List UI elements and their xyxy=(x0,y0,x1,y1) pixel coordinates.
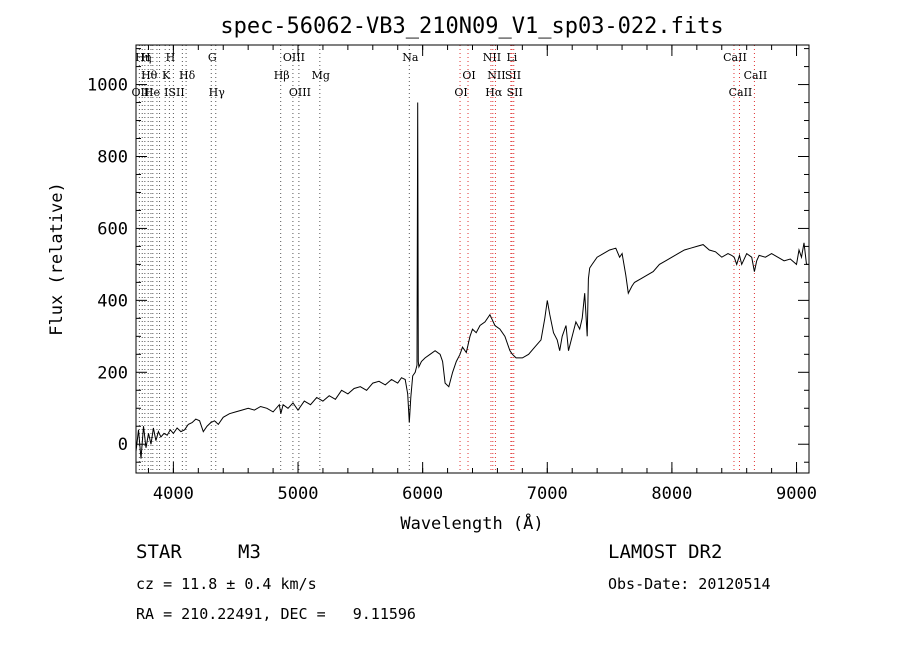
line-label: NII xyxy=(483,51,501,64)
line-label: Hγ xyxy=(209,86,226,99)
chart-title: spec-56062-VB3_210N09_V1_sp03-022.fits xyxy=(220,14,723,39)
x-axis: 4000 5000 6000 7000 8000 9000 xyxy=(147,45,817,504)
x-tick-label: 7000 xyxy=(527,484,568,504)
y-tick-label: 200 xyxy=(97,363,128,383)
plot-frame xyxy=(135,44,810,474)
line-label: G xyxy=(208,51,217,64)
line-label: Mg xyxy=(312,69,330,82)
line-label: OIII xyxy=(283,51,305,64)
x-axis-label: Wavelength (Å) xyxy=(400,512,543,534)
x-tick-label: 9000 xyxy=(776,484,817,504)
line-label: Hθ xyxy=(141,69,158,82)
coordinates: RA = 210.22491, DEC = 9.11596 xyxy=(136,605,416,623)
line-label: OI xyxy=(462,69,475,82)
obs-date: Obs-Date: 20120514 xyxy=(608,575,771,593)
survey-name: LAMOST DR2 xyxy=(608,541,723,563)
line-label: CaII xyxy=(744,69,768,82)
line-label: K xyxy=(162,69,171,82)
line-label: Hη xyxy=(135,51,151,64)
y-tick-label: 800 xyxy=(97,147,128,167)
y-axis-label: Flux (relative) xyxy=(47,182,67,336)
line-label: SII xyxy=(505,69,521,82)
line-label: NII xyxy=(487,69,505,82)
line-label: Hδ xyxy=(179,69,196,82)
y-axis: 0 200 400 600 800 1000 xyxy=(87,48,809,463)
line-label: CaII xyxy=(729,86,753,99)
line-label: OI xyxy=(454,86,467,99)
line-label: He xyxy=(144,86,160,99)
y-tick-label: 600 xyxy=(97,219,128,239)
line-label: Hβ xyxy=(274,69,290,82)
y-tick-label: 0 xyxy=(118,435,128,455)
line-label: SII xyxy=(507,86,523,99)
line-label: ISII xyxy=(164,86,185,99)
line-label: OIII xyxy=(289,86,311,99)
spectral-line-markers xyxy=(138,45,755,473)
spectral-line-labels: OIIHηHHθHeKHISIIHδGHγHβOIIIOIIIMgNaOIOIN… xyxy=(132,51,768,99)
line-label: Hα xyxy=(485,86,503,99)
x-tick-label: 4000 xyxy=(153,484,194,504)
line-label: Na xyxy=(402,51,419,64)
x-tick-label: 5000 xyxy=(278,484,319,504)
line-label: Li xyxy=(506,51,517,64)
object-subclass: M3 xyxy=(238,541,261,563)
line-label: H xyxy=(141,51,151,64)
y-tick-label: 1000 xyxy=(87,76,128,96)
spectrum-line xyxy=(135,102,809,459)
object-class: STAR xyxy=(136,541,182,563)
line-label: CaII xyxy=(723,51,747,64)
redshift-readout: cz = 11.8 ± 0.4 km/s xyxy=(136,575,317,593)
y-tick-label: 400 xyxy=(97,291,128,311)
x-tick-label: 6000 xyxy=(402,484,443,504)
x-tick-label: 8000 xyxy=(651,484,692,504)
line-label: H xyxy=(166,51,176,64)
